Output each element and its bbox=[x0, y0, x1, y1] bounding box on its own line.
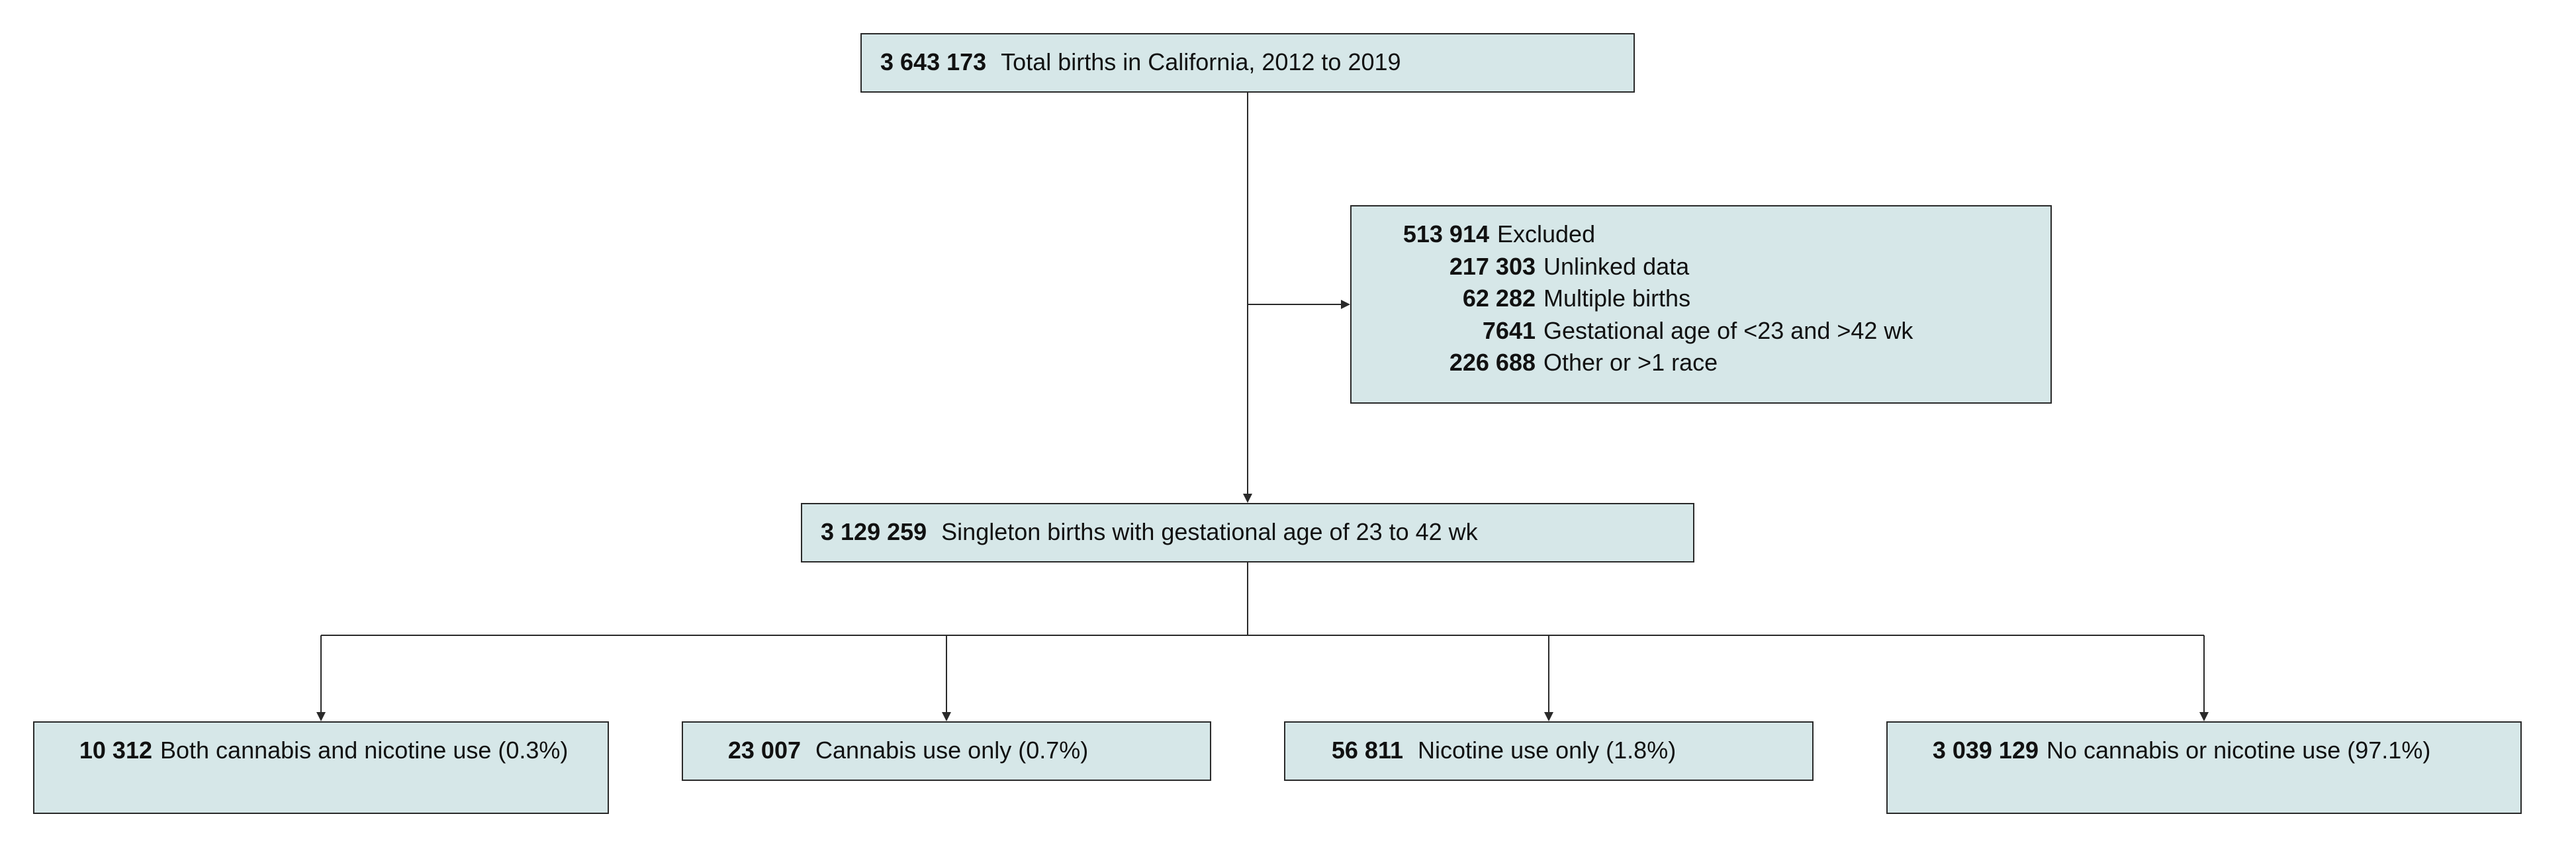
node-out1-count: 10 312 bbox=[53, 735, 152, 767]
node-nicotine-only: 56 811 Nicotine use only (1.8%) bbox=[1284, 721, 1814, 781]
node-singleton-label: Singleton births with gestational age of… bbox=[933, 516, 1478, 549]
excluded-sub-row: 7641Gestational age of <23 and >42 wk bbox=[1370, 315, 2032, 347]
excluded-sub-count: 226 688 bbox=[1416, 347, 1536, 379]
node-out4-count: 3 039 129 bbox=[1906, 735, 2039, 767]
excluded-sub-label: Gestational age of <23 and >42 wk bbox=[1536, 315, 1913, 347]
node-singleton-count: 3 129 259 bbox=[821, 516, 927, 549]
node-out2-count: 23 007 bbox=[702, 735, 801, 767]
node-cannabis-only: 23 007 Cannabis use only (0.7%) bbox=[682, 721, 1211, 781]
node-out3-count: 56 811 bbox=[1304, 735, 1403, 767]
node-total-births: 3 643 173 Total births in California, 20… bbox=[860, 33, 1635, 93]
node-out2-label: Cannabis use only (0.7%) bbox=[807, 735, 1088, 767]
excluded-sub-count: 7641 bbox=[1416, 315, 1536, 347]
flowchart-canvas: 3 643 173 Total births in California, 20… bbox=[26, 26, 2542, 829]
node-singleton-births: 3 129 259 Singleton births with gestatio… bbox=[801, 503, 1694, 562]
node-total-births-label: Total births in California, 2012 to 2019 bbox=[993, 46, 1401, 79]
node-excluded-count: 513 914 bbox=[1370, 218, 1489, 251]
excluded-sub-row: 217 303Unlinked data bbox=[1370, 251, 2032, 283]
excluded-sub-label: Multiple births bbox=[1536, 283, 1690, 315]
node-no-use: 3 039 129 No cannabis or nicotine use (9… bbox=[1886, 721, 2522, 814]
node-excluded-label: Excluded bbox=[1489, 218, 1595, 251]
node-out3-label: Nicotine use only (1.8%) bbox=[1410, 735, 1676, 767]
excluded-sub-row: 226 688Other or >1 race bbox=[1370, 347, 2032, 379]
node-both-cannabis-nicotine: 10 312 Both cannabis and nicotine use (0… bbox=[33, 721, 609, 814]
node-out4-label: No cannabis or nicotine use (97.1%) bbox=[2039, 735, 2430, 767]
excluded-sub-row: 62 282Multiple births bbox=[1370, 283, 2032, 315]
excluded-sub-label: Unlinked data bbox=[1536, 251, 1689, 283]
node-out1-label: Both cannabis and nicotine use (0.3%) bbox=[152, 735, 568, 767]
connector-layer bbox=[26, 26, 2542, 829]
excluded-sub-count: 62 282 bbox=[1416, 283, 1536, 315]
node-total-births-count: 3 643 173 bbox=[880, 46, 986, 79]
excluded-sub-label: Other or >1 race bbox=[1536, 347, 1718, 379]
node-excluded: 513 914 Excluded 217 303Unlinked data62 … bbox=[1350, 205, 2052, 404]
node-excluded-sublist: 217 303Unlinked data62 282Multiple birth… bbox=[1370, 251, 2032, 379]
excluded-sub-count: 217 303 bbox=[1416, 251, 1536, 283]
